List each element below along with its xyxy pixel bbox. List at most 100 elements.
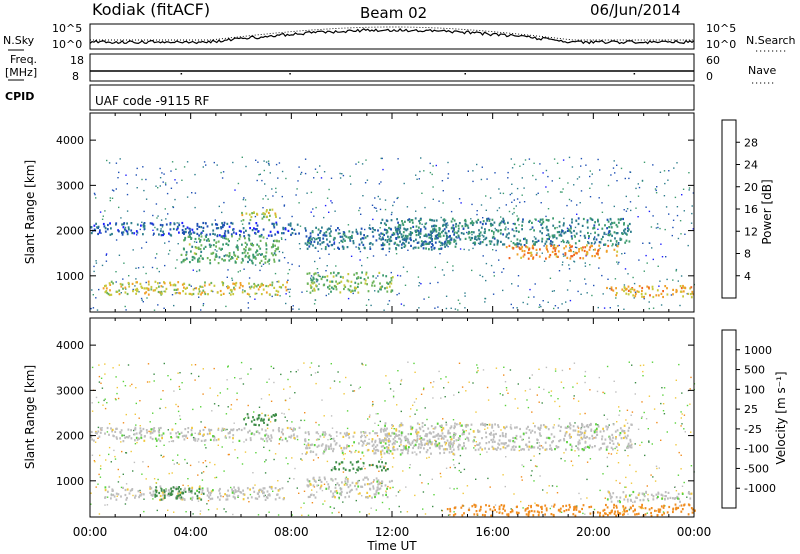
echo-cell xyxy=(383,427,386,430)
echo-speckle xyxy=(690,431,692,433)
echo-cell xyxy=(386,446,388,449)
echo-cell xyxy=(150,487,153,490)
echo-cell xyxy=(159,494,162,498)
echo-cell xyxy=(548,237,550,241)
echo-cell xyxy=(312,276,315,279)
echo-cell xyxy=(386,231,389,234)
echo-cell xyxy=(627,429,630,432)
echo-cell xyxy=(535,248,538,251)
echo-cell xyxy=(401,238,404,241)
echo-speckle xyxy=(275,191,277,193)
echo-cell xyxy=(198,225,201,228)
echo-cell xyxy=(198,257,201,260)
echo-cell xyxy=(325,447,328,450)
echo-cell xyxy=(564,426,567,429)
echo-cell xyxy=(651,285,654,288)
echo-speckle xyxy=(638,186,641,189)
echo-cell xyxy=(416,437,419,440)
echo-cell xyxy=(189,261,191,264)
echo-speckle xyxy=(388,382,391,384)
echo-speckle xyxy=(414,371,416,373)
echo-cell xyxy=(427,427,430,430)
echo-cell xyxy=(606,445,609,448)
echo-cell xyxy=(188,488,191,491)
echo-cell xyxy=(179,488,182,491)
echo-speckle xyxy=(351,445,354,447)
echo-speckle xyxy=(160,398,162,400)
echo-cell xyxy=(319,243,322,246)
echo-cell xyxy=(380,441,382,444)
echo-speckle xyxy=(566,204,568,207)
echo-cell xyxy=(522,255,525,258)
echo-cell xyxy=(382,445,385,448)
echo-cell xyxy=(315,431,318,434)
echo-speckle xyxy=(656,421,658,424)
echo-cell xyxy=(640,292,643,296)
echo-cell xyxy=(378,233,381,236)
echo-cell xyxy=(270,434,273,437)
echo-cell xyxy=(402,445,405,448)
echo-speckle xyxy=(345,476,348,478)
echo-cell xyxy=(189,230,191,233)
echo-speckle xyxy=(268,263,270,265)
echo-cell xyxy=(341,240,344,243)
echo-speckle xyxy=(396,197,398,200)
echo-cell xyxy=(564,231,567,234)
echo-cell xyxy=(497,240,500,243)
echo-cell xyxy=(188,283,191,286)
echo-speckle xyxy=(511,201,513,203)
echo-cell xyxy=(342,246,345,249)
echo-cell xyxy=(281,232,283,235)
echo-cell xyxy=(578,439,581,442)
echo-cell xyxy=(202,492,205,495)
echo-cell xyxy=(531,429,534,432)
echo-cell xyxy=(571,218,573,221)
echo-cell xyxy=(127,226,130,229)
echo-speckle xyxy=(167,253,170,255)
echo-cell xyxy=(355,461,358,464)
echo-cell xyxy=(197,438,200,441)
echo-cell xyxy=(395,237,398,240)
echo-cell xyxy=(310,278,313,281)
echo-speckle xyxy=(301,514,303,516)
echo-cell xyxy=(257,417,260,420)
echo-cell xyxy=(430,248,433,251)
echo-cell xyxy=(223,234,225,238)
echo-speckle xyxy=(194,364,197,366)
echo-cell xyxy=(525,443,527,446)
echo-speckle xyxy=(672,279,674,281)
echo-speckle xyxy=(570,200,573,202)
echo-cell xyxy=(438,247,440,251)
echo-cell xyxy=(561,230,564,233)
echo-cell xyxy=(359,231,362,234)
echo-cell xyxy=(430,432,432,435)
echo-cell xyxy=(228,494,231,497)
echo-cell xyxy=(485,243,488,247)
echo-cell xyxy=(393,448,396,452)
echo-speckle xyxy=(627,501,629,503)
echo-cell xyxy=(162,432,165,435)
echo-cell xyxy=(210,289,213,292)
echo-cell xyxy=(198,260,201,263)
echo-cell xyxy=(443,441,446,444)
echo-cell xyxy=(347,280,350,283)
echo-cell xyxy=(357,460,360,463)
echo-cell xyxy=(261,428,263,431)
echo-speckle xyxy=(133,429,135,432)
echo-cell xyxy=(323,450,326,453)
echo-speckle xyxy=(330,363,332,365)
echo-cell xyxy=(313,494,315,497)
echo-cell xyxy=(548,255,551,259)
echo-speckle xyxy=(164,406,167,409)
echo-cell xyxy=(194,492,197,495)
echo-cell xyxy=(568,434,571,437)
echo-speckle xyxy=(576,382,578,385)
echo-cell xyxy=(245,246,247,249)
echo-speckle xyxy=(153,478,156,480)
echo-cell xyxy=(453,219,456,222)
echo-cell xyxy=(255,222,258,225)
echo-cell xyxy=(400,432,403,435)
echo-cell xyxy=(625,239,628,242)
echo-speckle xyxy=(221,177,224,179)
echo-speckle xyxy=(345,482,347,485)
